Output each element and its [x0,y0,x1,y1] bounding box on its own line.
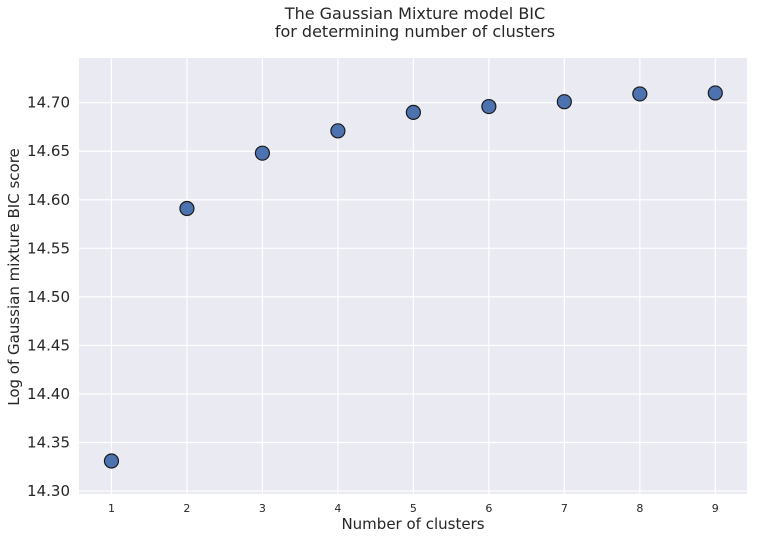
data-point [405,104,421,120]
x-tick-label: 5 [410,502,417,515]
data-point [556,94,572,110]
x-tick-label: 4 [334,502,341,515]
data-point [632,86,648,102]
x-tick-labels: 1 2 3 4 5 6 7 8 9 [108,502,719,515]
x-axis-label: Number of clusters [341,515,484,533]
x-tick-label: 6 [485,502,492,515]
y-axis-label: Log of Gaussian mixture BIC score [5,148,23,406]
grid [79,58,747,494]
y-tick-label: 14.50 [27,288,70,306]
x-tick-label: 9 [712,502,719,515]
y-tick-label: 14.70 [27,94,70,112]
data-point [103,453,120,469]
chart-title-line-1: The Gaussian Mixture model BIC [284,4,545,23]
data-point [707,85,723,101]
y-tick-label: 14.55 [27,239,70,257]
x-tick-label: 1 [108,502,115,515]
x-tick-label: 2 [183,502,190,515]
data-points [103,85,723,469]
data-point [330,123,346,139]
data-point [481,98,497,115]
chart-title-line-2: for determining number of clusters [275,22,555,41]
data-point [254,145,271,161]
y-tick-label: 14.60 [27,191,70,209]
data-point [179,200,195,217]
y-tick-label: 14.35 [27,434,70,452]
y-tick-label: 14.45 [27,336,70,354]
y-tick-labels: 14.30 14.35 14.40 14.45 14.50 14.55 14.60 14.65… [27,94,70,500]
x-tick-label: 8 [636,502,643,515]
y-tick-label: 14.30 [27,482,70,500]
y-tick-label: 14.65 [27,142,70,160]
y-tick-label: 14.40 [27,385,70,403]
x-tick-label: 7 [561,502,568,515]
x-tick-label: 3 [259,502,266,515]
